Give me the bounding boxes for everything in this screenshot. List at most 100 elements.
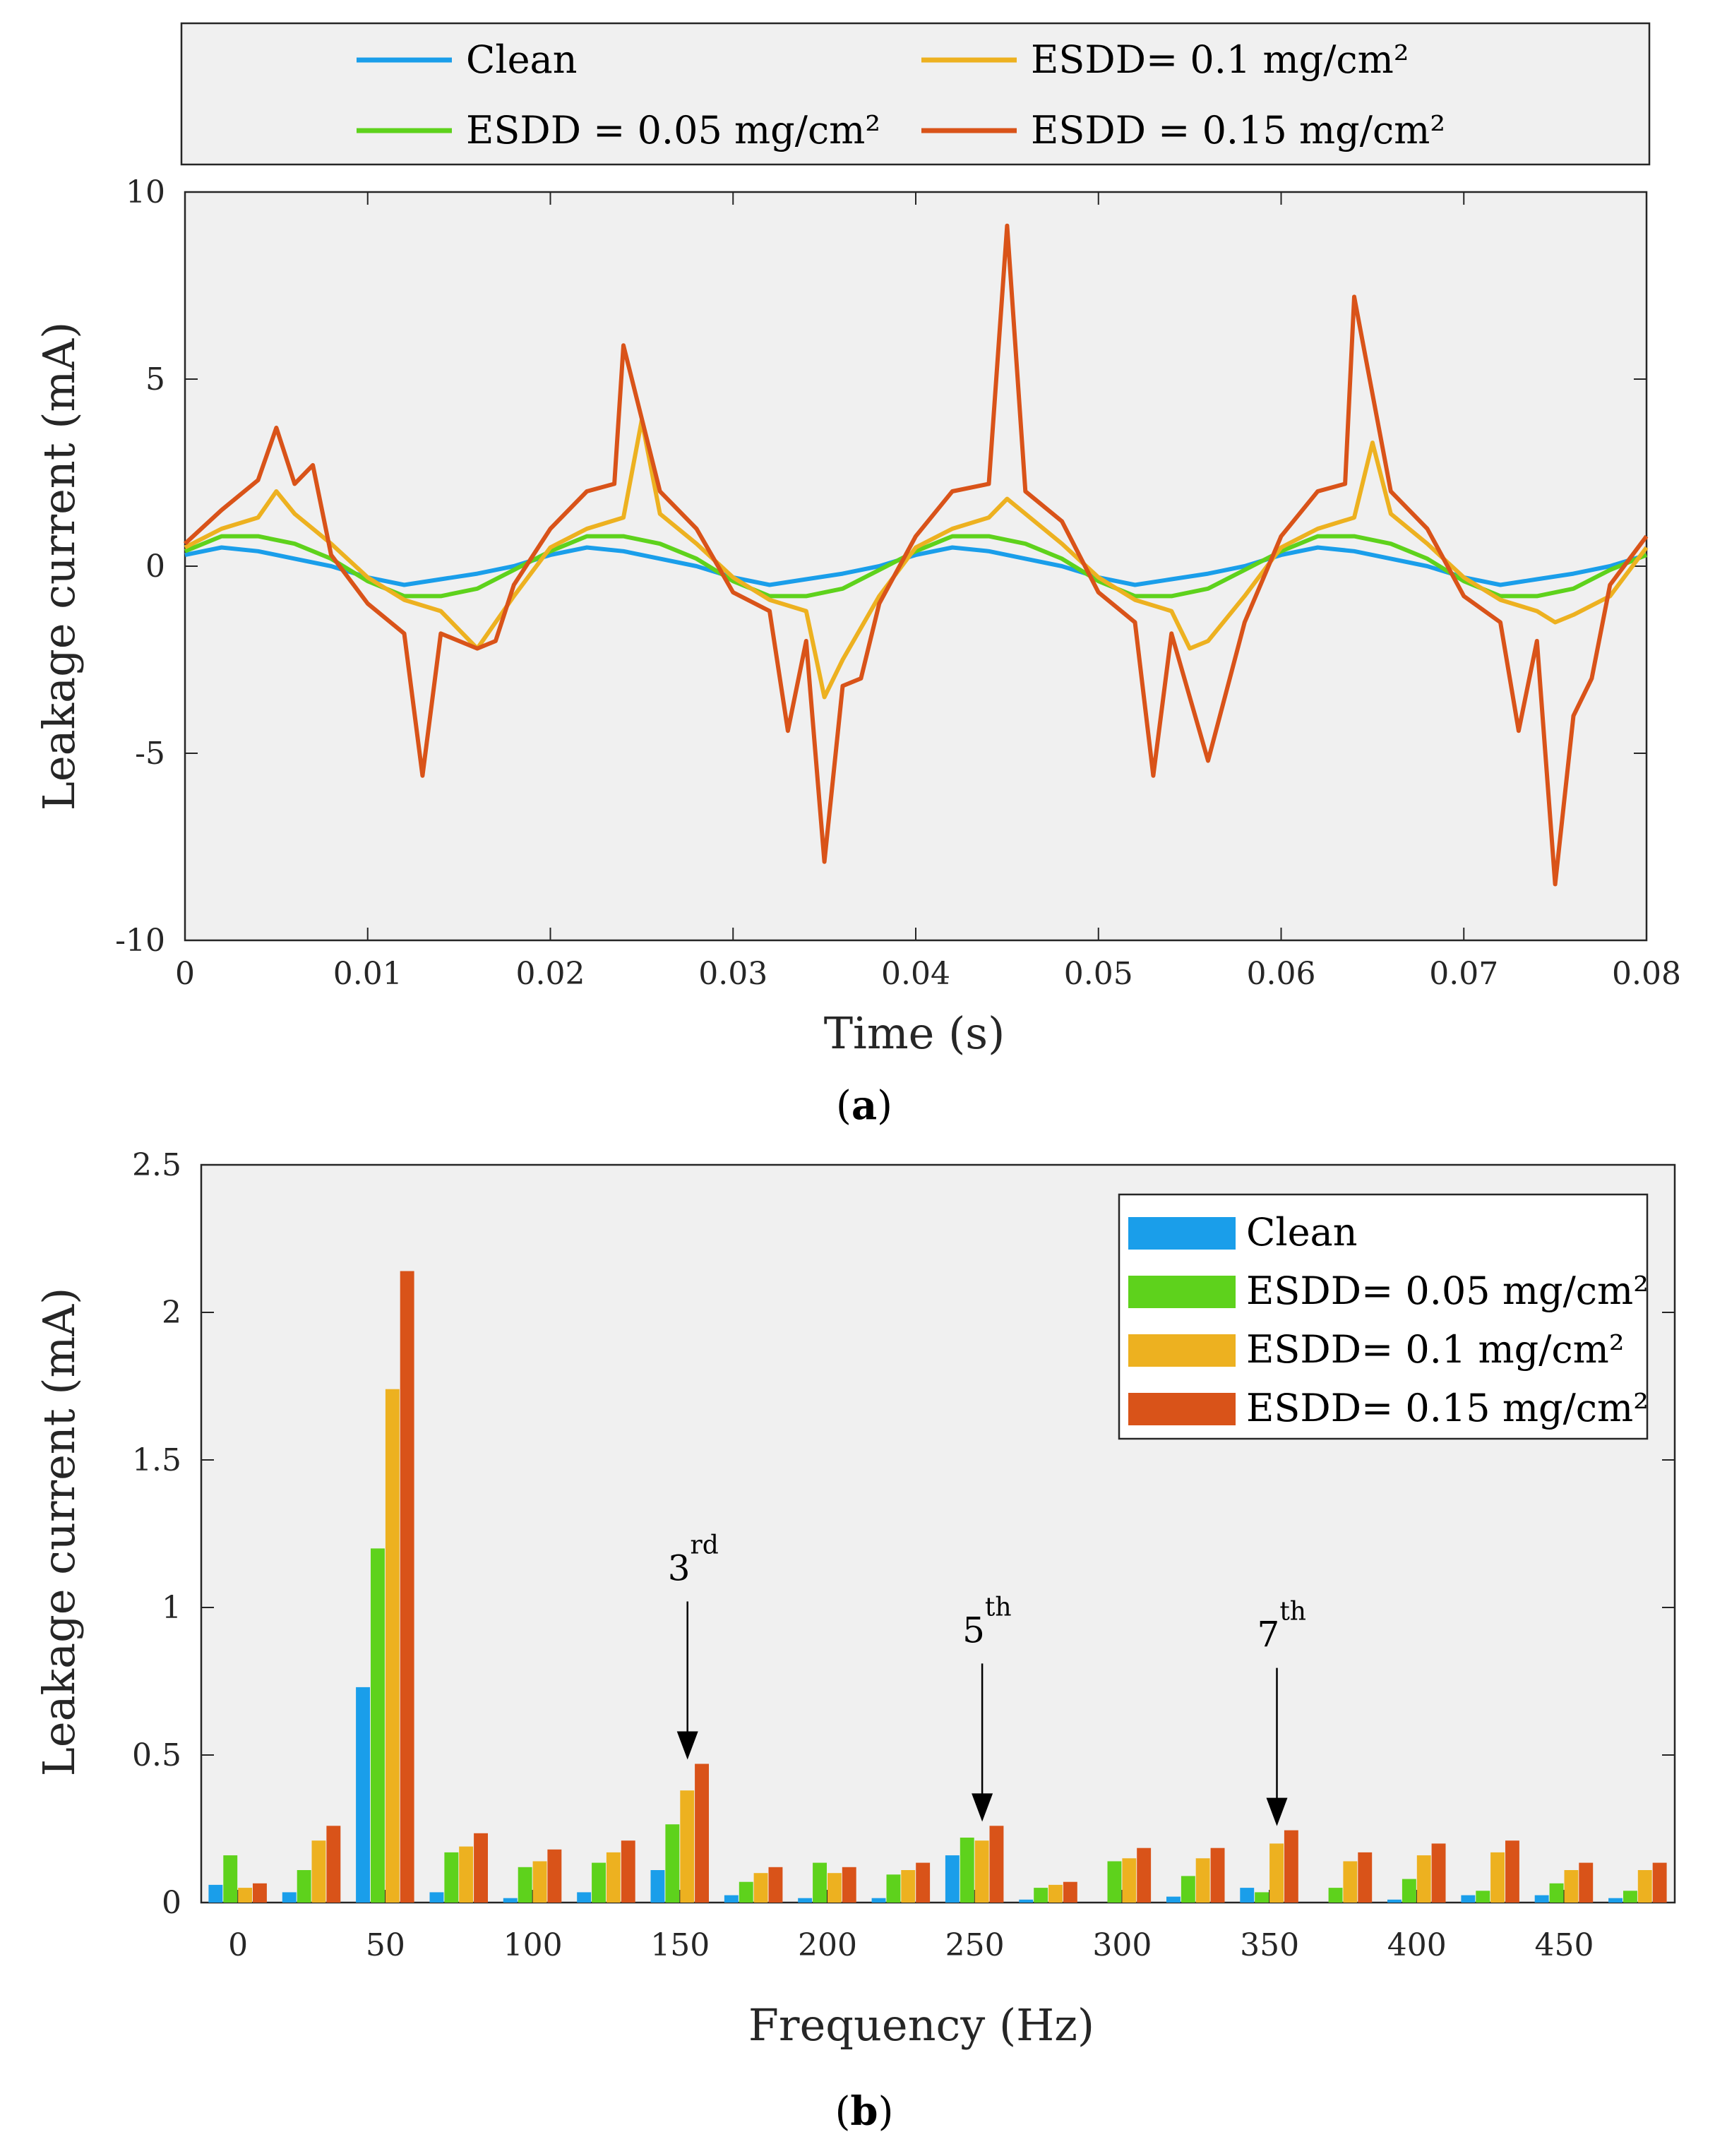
bar-250hz-series-2 xyxy=(974,1840,989,1903)
x-tick-label: 0.05 xyxy=(1064,956,1133,992)
legend-b: Clean ESDD= 0.05 mg/cm² ESDD= 0.1 mg/cm² ES… xyxy=(1128,1210,1649,1430)
x-tick-label: 450 xyxy=(1534,1927,1594,1963)
bar-150hz-series-3 xyxy=(695,1763,709,1903)
y-tick-label: 0.5 xyxy=(132,1737,181,1773)
bar-25hz-series-3 xyxy=(326,1826,341,1903)
harmonic-label-base: 5 xyxy=(962,1610,985,1651)
x-tick-label: 0 xyxy=(228,1927,248,1963)
bar-275hz-series-2 xyxy=(1048,1884,1063,1903)
plot-a-xlabel: Time (s) xyxy=(824,1007,1005,1059)
y-tick-label: 5 xyxy=(145,361,165,397)
bar-250hz-series-3 xyxy=(989,1826,1004,1903)
bar-300hz-series-3 xyxy=(1137,1847,1152,1903)
y-tick-label: 0 xyxy=(162,1885,181,1921)
bar-400hz-series-0 xyxy=(1387,1899,1402,1903)
y-tick-label: 2.5 xyxy=(132,1147,181,1183)
bar-75hz-series-3 xyxy=(474,1833,488,1903)
bar-425hz-series-3 xyxy=(1505,1840,1519,1903)
plot-b-ylabel: Leakage current (mA) xyxy=(33,1288,85,1777)
bar-325hz-series-3 xyxy=(1210,1847,1225,1903)
bar-0hz-series-3 xyxy=(253,1883,267,1903)
bar-50hz-series-0 xyxy=(356,1687,370,1903)
bar-325hz-series-0 xyxy=(1166,1896,1181,1903)
legend-b-label: ESDD= 0.05 mg/cm² xyxy=(1246,1269,1649,1313)
bar-275hz-series-3 xyxy=(1063,1881,1077,1903)
harmonic-arrow-head xyxy=(676,1731,698,1760)
legend-a-label: ESDD= 0.1 mg/cm² xyxy=(1031,37,1409,82)
series-line-3 xyxy=(183,223,1649,887)
bar-400hz-series-3 xyxy=(1431,1843,1446,1903)
y-tick-label: 10 xyxy=(126,174,165,210)
legend-b-label: ESDD= 0.15 mg/cm² xyxy=(1246,1386,1649,1430)
bar-225hz-series-1 xyxy=(886,1874,901,1903)
plot-a-ylabel: Leakage current (mA) xyxy=(33,322,85,811)
legend-a-label: ESDD = 0.05 mg/cm² xyxy=(466,108,880,152)
bar-25hz-series-1 xyxy=(297,1870,311,1903)
bar-175hz-series-3 xyxy=(768,1867,783,1903)
bar-250hz-series-1 xyxy=(960,1838,974,1903)
plot-b-xlabel: Frequency (Hz) xyxy=(748,1999,1094,2051)
bar-325hz-series-1 xyxy=(1181,1876,1195,1903)
bar-300hz-series-1 xyxy=(1107,1861,1122,1903)
x-tick-label: 0.07 xyxy=(1429,956,1498,992)
bar-150hz-series-2 xyxy=(680,1790,695,1903)
x-tick-label: 0.02 xyxy=(516,956,585,992)
bar-50hz-series-3 xyxy=(400,1271,414,1903)
legend-b-swatch xyxy=(1128,1217,1236,1250)
bar-0hz-series-2 xyxy=(238,1888,253,1903)
bar-350hz-series-2 xyxy=(1269,1843,1284,1903)
bar-125hz-series-1 xyxy=(592,1862,606,1903)
y-tick-label: 1.5 xyxy=(132,1442,181,1478)
plot-b-bars xyxy=(208,1271,1667,1903)
bar-150hz-series-0 xyxy=(650,1870,665,1903)
harmonic-label-base: 7 xyxy=(1257,1615,1280,1655)
x-tick-label: 100 xyxy=(503,1927,563,1963)
bar-325hz-series-2 xyxy=(1195,1858,1210,1903)
bar-450hz-series-2 xyxy=(1564,1870,1579,1903)
bar-475hz-series-2 xyxy=(1637,1870,1652,1903)
bar-475hz-series-1 xyxy=(1623,1891,1637,1903)
legend-b-swatch xyxy=(1128,1393,1236,1425)
bar-50hz-series-1 xyxy=(371,1548,385,1903)
x-tick-label: 0.04 xyxy=(881,956,950,992)
x-tick-label: 150 xyxy=(650,1927,710,1963)
bar-150hz-series-1 xyxy=(665,1824,680,1903)
bar-175hz-series-1 xyxy=(739,1881,753,1903)
legend-a-label: ESDD = 0.15 mg/cm² xyxy=(1031,108,1445,152)
harmonic-label-sup: th xyxy=(985,1593,1012,1622)
x-tick-label: 0.08 xyxy=(1612,956,1681,992)
bar-225hz-series-3 xyxy=(916,1862,931,1903)
bar-425hz-series-0 xyxy=(1461,1895,1476,1903)
bar-225hz-series-2 xyxy=(901,1870,916,1903)
harmonic-arrow-head xyxy=(972,1793,993,1822)
bar-75hz-series-1 xyxy=(444,1852,459,1903)
bar-100hz-series-3 xyxy=(547,1849,562,1903)
x-tick-label: 0.03 xyxy=(698,956,767,992)
harmonic-arrow-head xyxy=(1266,1797,1288,1826)
bar-100hz-series-2 xyxy=(532,1861,547,1903)
bar-75hz-series-0 xyxy=(429,1892,444,1903)
series-line-2 xyxy=(184,418,1649,700)
bar-175hz-series-0 xyxy=(724,1895,739,1903)
bar-350hz-series-1 xyxy=(1255,1892,1269,1903)
bar-125hz-series-3 xyxy=(621,1840,635,1903)
harmonic-label-5: 5th xyxy=(962,1593,1011,1651)
y-tick-label: 0 xyxy=(145,549,165,585)
legend-a-label: Clean xyxy=(466,37,578,82)
bar-475hz-series-0 xyxy=(1608,1898,1623,1903)
bar-225hz-series-0 xyxy=(871,1898,886,1903)
bar-275hz-series-1 xyxy=(1034,1888,1048,1903)
legend-b-swatch xyxy=(1128,1334,1236,1367)
legend-b-label: ESDD= 0.1 mg/cm² xyxy=(1246,1327,1625,1372)
x-tick-label: 200 xyxy=(798,1927,857,1963)
bar-0hz-series-1 xyxy=(223,1855,238,1903)
y-tick-label: -10 xyxy=(115,923,165,959)
plot-b-ticks: 0 50 100 150 200 250 300 350 400 450 2.5 2 1.5 1 0.5 0 xyxy=(132,1147,1675,1963)
bar-200hz-series-2 xyxy=(827,1873,842,1903)
plot-a-series xyxy=(183,223,1649,887)
harmonic-label-sup: th xyxy=(1279,1598,1306,1627)
harmonic-label-7: 7th xyxy=(1257,1598,1306,1655)
bar-400hz-series-2 xyxy=(1416,1855,1431,1903)
